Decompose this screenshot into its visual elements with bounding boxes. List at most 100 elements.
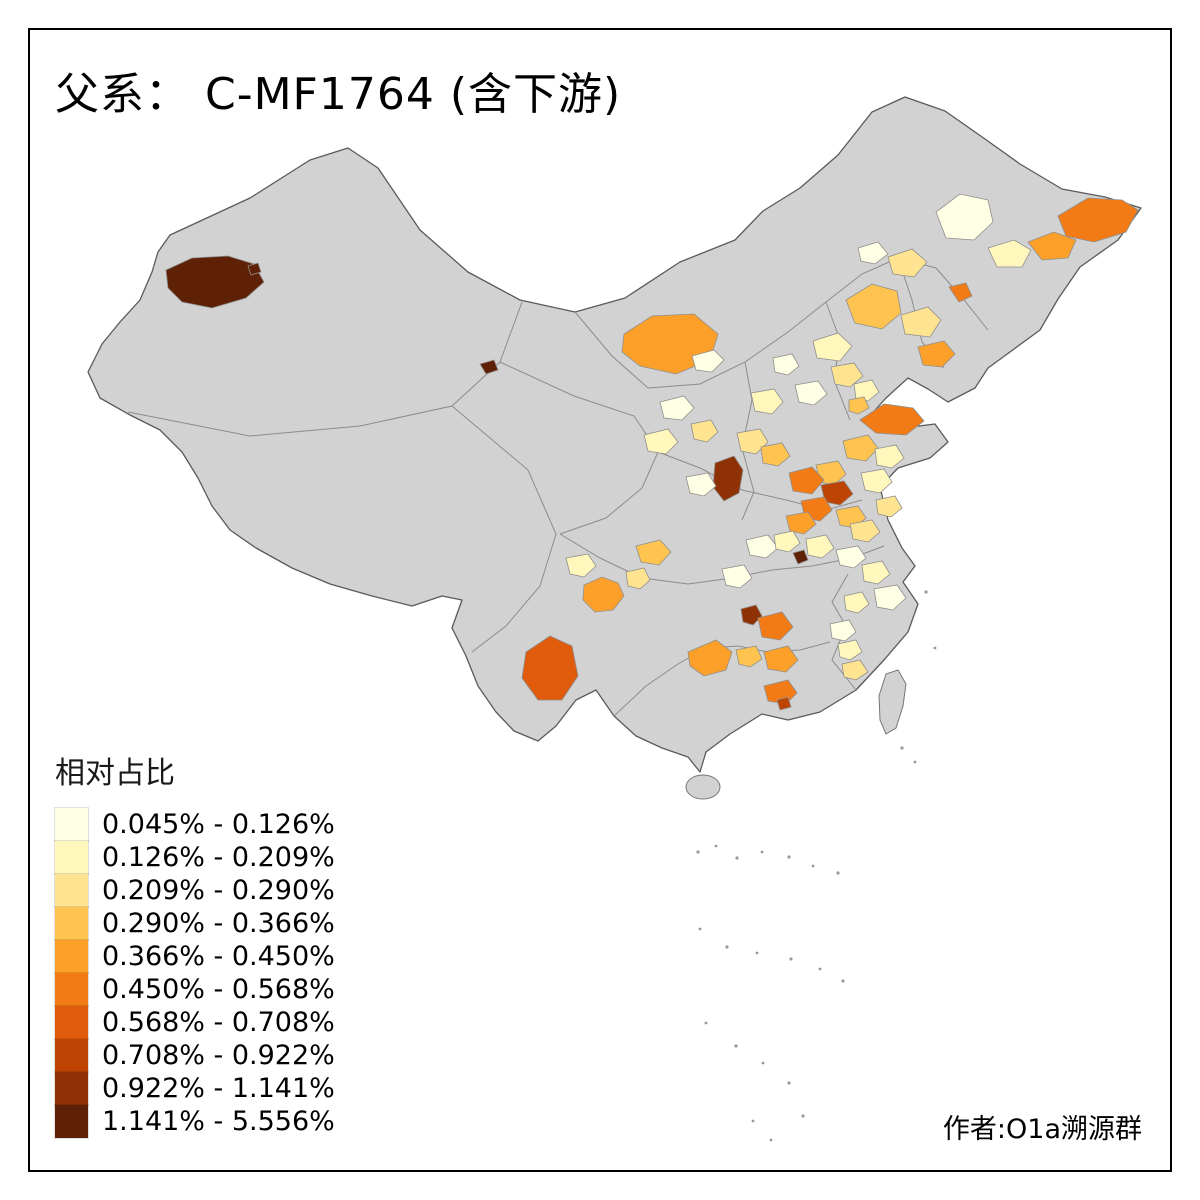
province-border-line [657, 451, 863, 511]
legend-label: 0.922% - 1.141% [102, 1073, 335, 1104]
map-region-hebei-3 [853, 379, 880, 402]
map-region-sichuan-sw [582, 576, 625, 613]
legend-label: 0.708% - 0.922% [102, 1040, 335, 1071]
legend-swatch [54, 873, 89, 908]
map-region-jilin-dot [948, 282, 973, 303]
map-region-hebei-2 [794, 380, 828, 406]
map-region-anhui-s-pale [835, 545, 867, 569]
map-region-shandong-w [842, 434, 879, 462]
legend-row: 0.209% - 0.290% [54, 873, 335, 908]
map-region-henan-s [785, 511, 817, 535]
legend: 相对占比 0.045% - 0.126% 0.126% - 0.209% 0.2… [54, 748, 335, 1139]
map-region-jiangxi-3 [837, 639, 863, 661]
map-region-fujian-nw [841, 659, 869, 681]
map-region-sichuan-n [635, 539, 672, 566]
legend-label: 0.126% - 0.209% [102, 842, 335, 873]
legend-label: 0.450% - 0.568% [102, 974, 335, 1005]
map-region-gansu-north-pale [659, 395, 695, 421]
legend-row: 1.141% - 5.556% [54, 1104, 335, 1139]
legend-row: 0.126% - 0.209% [54, 840, 335, 875]
map-region-heilongjiang-pale-1 [935, 193, 994, 241]
map-region-hunan-dark [740, 604, 763, 626]
province-border-line [574, 257, 989, 389]
legend-swatch [54, 1038, 89, 1073]
legend-label: 0.045% - 0.126% [102, 809, 335, 840]
map-region-hebei-1 [812, 332, 853, 362]
map-region-jiangsu-n [860, 468, 893, 494]
china-land [87, 96, 1142, 773]
south-china-sea-islands [696, 590, 937, 1142]
map-region-guangdong [763, 679, 798, 705]
map-region-zhejiang-n [861, 560, 891, 585]
map-region-shandong-peninsula [859, 403, 925, 436]
legend-label: 0.366% - 0.450% [102, 941, 335, 972]
legend-swatch [54, 939, 89, 974]
map-region-shaanxi-orange [788, 466, 825, 495]
map-region-hubei-2 [773, 530, 801, 553]
map-region-sichuan-pale [565, 553, 597, 578]
map-region-yunnan [521, 635, 579, 701]
map-region-shanxi-n-pale [772, 353, 800, 376]
map-region-jiangsu-c [875, 495, 903, 518]
taiwan-island [878, 669, 907, 735]
map-region-heilongjiang-pale-2 [987, 239, 1032, 268]
map-region-hunan-orange [757, 611, 794, 641]
map-region-south-xinjiang-dot [479, 359, 499, 375]
map-region-shandong-s [874, 444, 905, 469]
map-region-gansu-pale [643, 428, 679, 455]
map-region-hunan-s [763, 645, 799, 673]
map-region-jilin [845, 283, 902, 330]
map-region-liaoning-2 [917, 340, 956, 368]
map-region-hubei-dark-dot [792, 549, 809, 565]
map-region-sichuan-e [625, 567, 651, 590]
legend-swatch [54, 1104, 89, 1139]
legend-label: 0.290% - 0.366% [102, 908, 335, 939]
map-region-ili-xinjiang [165, 255, 265, 309]
legend-row: 0.922% - 1.141% [54, 1071, 335, 1106]
author-credit: 作者:O1a溯源群 [942, 1114, 1142, 1145]
legend-swatch [54, 1005, 89, 1040]
map-region-shanxi-1 [750, 388, 784, 415]
map-region-nei-mongol-ne-pale [857, 241, 889, 265]
map-region-shanxi-s [760, 442, 791, 467]
legend-swatch [54, 807, 89, 842]
legend-swatch [54, 840, 89, 875]
map-region-beijing [830, 362, 864, 388]
legend-row: 0.290% - 0.366% [54, 906, 335, 941]
prefecture-regions [165, 193, 1139, 711]
map-region-jiangxi-2 [829, 619, 857, 642]
legend-swatch [54, 906, 89, 941]
legend-label: 1.141% - 5.556% [102, 1106, 335, 1137]
province-border-line [127, 301, 523, 437]
page-title: 父系： C-MF1764 (含下游) [55, 69, 622, 120]
legend-swatch [54, 972, 89, 1007]
map-region-hubei-pale [745, 534, 779, 559]
map-region-heilongjiang-e [1027, 231, 1077, 261]
map-region-tianjin [848, 396, 870, 415]
map-region-heilongjiang-ne [1057, 197, 1139, 243]
map-region-inner-mongolia-center-pale [691, 349, 725, 373]
legend-row: 0.450% - 0.568% [54, 972, 335, 1007]
map-region-hubei-w-pale [721, 564, 753, 589]
map-region-jiangxi-1 [843, 591, 870, 614]
map-region-hubei-e [805, 534, 835, 559]
map-region-guizhou-e [735, 645, 763, 668]
map-region-zhejiang [873, 584, 907, 611]
map-region-qinghai-e-pale [685, 472, 717, 497]
map-region-guangdong-dark [776, 696, 792, 711]
legend-row: 0.708% - 0.922% [54, 1038, 335, 1073]
map-region-ili-dot [247, 262, 262, 276]
province-border-line [451, 405, 557, 653]
map-region-anhui [849, 519, 881, 543]
legend-row: 0.045% - 0.126% [54, 807, 335, 842]
map-region-ningxia [690, 419, 719, 443]
legend-row: 0.366% - 0.450% [54, 939, 335, 974]
legend-title: 相对占比 [55, 756, 175, 791]
legend-row: 0.568% - 0.708% [54, 1005, 335, 1040]
map-region-guizhou [687, 639, 733, 677]
map-region-liaoning-1 [900, 306, 942, 338]
legend-swatch [54, 1071, 89, 1106]
legend-label: 0.568% - 0.708% [102, 1007, 335, 1038]
legend-label: 0.209% - 0.290% [102, 875, 335, 906]
